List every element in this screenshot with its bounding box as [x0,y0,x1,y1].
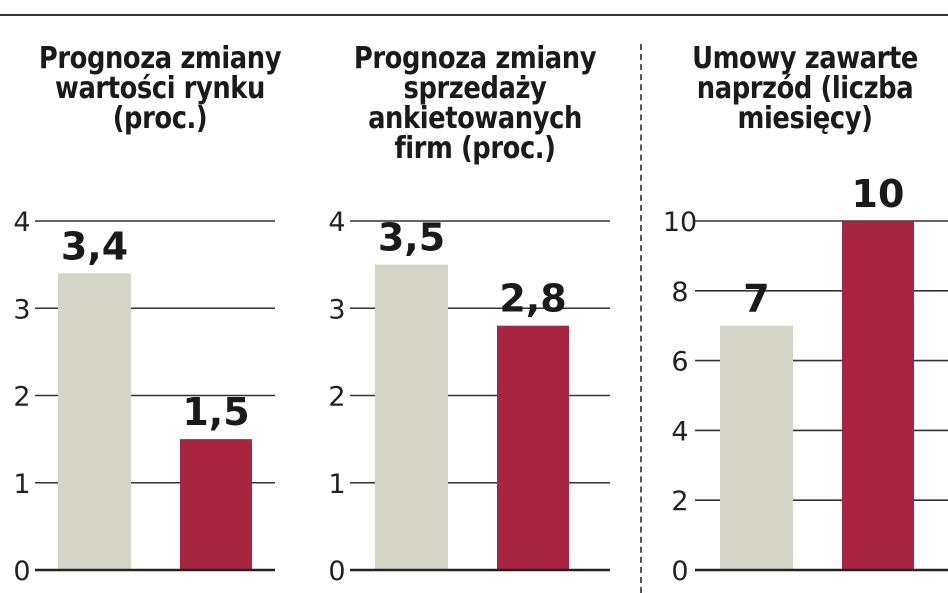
value-label: 1,5 [182,390,249,434]
bar [842,221,914,570]
chart-3: 0 2 4 6 8 10 7 10 [663,172,948,587]
y-tick-label: 0 [328,556,345,587]
y-tick-label: 0 [13,556,30,587]
y-tick-label: 1 [13,469,30,500]
bar [180,439,252,570]
value-label: 7 [743,277,769,321]
y-tick-label: 4 [13,207,30,238]
chart-title-2: Prognoza zmiany sprzedaży ankietowanych … [353,41,597,166]
value-label: 3,5 [378,216,445,260]
bar [497,325,569,570]
top-rule [0,14,948,16]
y-tick-label: 8 [671,277,688,308]
y-tick-label: 2 [328,382,345,413]
y-tick-label: 4 [328,207,345,238]
y-tick-label: 2 [671,486,688,517]
chart-1: 0 1 2 3 4 3,4 1,5 [13,207,275,587]
bar [720,325,793,570]
chart-title-1: Prognoza zmiany wartości rynku (proc.) [38,41,282,136]
panel-divider [640,44,642,593]
y-tick-label: 3 [328,294,345,325]
bar [58,273,131,570]
y-tick-label: 10 [663,207,697,238]
y-tick-label: 0 [671,556,688,587]
bar [375,264,448,570]
y-tick-label: 1 [328,469,345,500]
y-tick-label: 6 [671,347,688,378]
value-label: 3,4 [61,224,128,268]
y-tick-label: 3 [13,294,30,325]
chart-title-3: Umowy zawarte naprzód (liczba miesięcy) [692,41,918,136]
value-label: 10 [852,172,905,216]
y-tick-label: 2 [13,382,30,413]
chart-2: 0 1 2 3 4 3,5 2,8 [328,207,610,587]
value-label: 2,8 [499,277,566,321]
y-tick-label: 4 [671,416,688,447]
